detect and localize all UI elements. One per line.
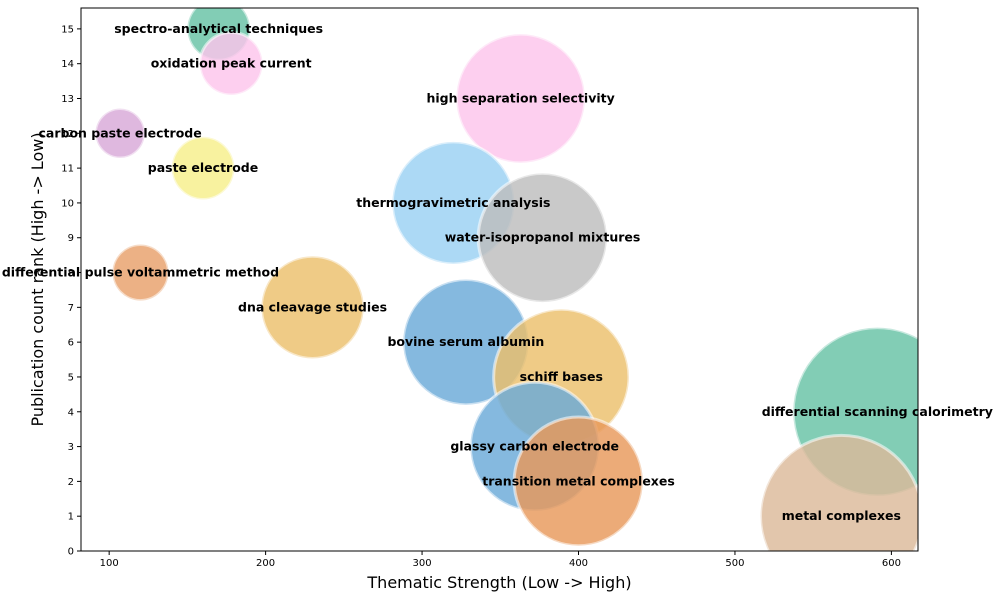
y-tick-label: 6 [68,338,74,349]
y-tick-label: 3 [68,442,74,453]
bubble-labels-layer: spectro-analytical techniques oxidation p… [2,21,993,523]
bubble-label-4: carbon paste electrode [38,125,201,140]
bubble-label-14: transition metal complexes [482,473,675,488]
bubble-15 [759,433,918,551]
bubble-3 [454,32,587,165]
bubble-label-1: spectro-analytical techniques [114,21,323,36]
y-tick-label: 1 [68,512,74,523]
bubble-4 [93,107,147,160]
x-tick-label: 400 [569,558,588,569]
y-tick-label: 9 [68,233,74,244]
x-tick-label: 600 [882,558,901,569]
y-axis-label: Publication count rank (High -> Low) [28,132,47,426]
bubble-14 [512,415,645,548]
bubble-2 [198,30,265,97]
y-tick-label: 12 [61,129,74,140]
y-tick-label: 14 [61,59,74,70]
x-axis-ticks: 100 200 300 400 500 600 [100,551,901,569]
y-tick-label: 2 [68,477,74,488]
bubble-label-11: schiff bases [520,369,603,384]
bubbles-layer [93,8,918,551]
bubble-label-8: differential pulse voltammetric method [2,265,279,280]
x-tick-label: 300 [413,558,432,569]
bubble-5 [170,135,236,201]
bubble-9 [259,254,366,360]
bubble-label-12: differential scanning calorimetry [762,404,993,419]
bubble-label-5: paste electrode [148,160,258,175]
bubble-label-15: metal complexes [782,508,901,523]
y-tick-label: 11 [61,164,74,175]
y-tick-label: 4 [68,407,74,418]
plot-frame [80,7,919,552]
bubble-8 [110,242,171,303]
y-tick-label: 10 [61,198,74,209]
x-axis-label: Thematic Strength (Low -> High) [366,573,631,592]
bubble-label-10: bovine serum albumin [387,334,544,349]
y-tick-label: 7 [68,303,74,314]
bubble-label-7: water-isopropanol mixtures [445,230,641,245]
bubble-label-9: dna cleavage studies [238,299,387,314]
y-tick-label: 13 [61,94,74,105]
y-tick-label: 0 [68,547,74,558]
y-tick-label: 5 [68,372,74,383]
y-tick-label: 8 [68,268,74,279]
y-tick-label: 15 [61,24,74,35]
x-tick-label: 500 [725,558,744,569]
x-tick-label: 100 [100,558,119,569]
bubble-label-2: oxidation peak current [151,56,312,71]
bubble-7 [476,171,609,304]
bubble-label-6: thermogravimetric analysis [356,195,550,210]
x-tick-label: 200 [256,558,275,569]
bubble-label-3: high separation selectivity [426,91,614,106]
bubble-label-13: glassy carbon electrode [450,439,619,454]
